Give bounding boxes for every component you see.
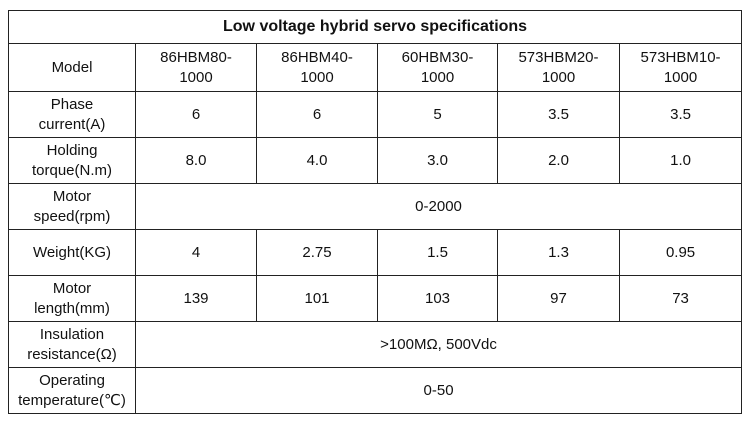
- row-label: Phase current(A): [8, 91, 136, 138]
- value-cell: 101: [256, 275, 378, 322]
- row-label: Weight(KG): [8, 229, 136, 276]
- insulation-resistance-row: Insulation resistance(Ω) >100MΩ, 500Vdc: [8, 321, 743, 368]
- title-row: Low voltage hybrid servo specifications: [7, 10, 743, 44]
- value-cell: 1.5: [377, 229, 498, 276]
- value-cell: 2.75: [256, 229, 378, 276]
- row-label: Holding torque(N.m): [8, 137, 136, 184]
- model-name-cell: 573HBM20- 1000: [497, 43, 620, 92]
- table-title: Low voltage hybrid servo specifications: [7, 10, 743, 44]
- model-label: Model: [8, 43, 136, 92]
- value-cell: 3.0: [377, 137, 498, 184]
- operating-temperature-row: Operating temperature(℃) 0-50: [8, 367, 743, 414]
- model-name-cell: 86HBM80- 1000: [135, 43, 257, 92]
- specifications-table: Low voltage hybrid servo specifications …: [7, 10, 743, 414]
- row-label: Motor length(mm): [8, 275, 136, 322]
- weight-row: Weight(KG) 4 2.75 1.5 1.3 0.95: [8, 229, 743, 276]
- row-label: Insulation resistance(Ω): [8, 321, 136, 368]
- model-row: Model 86HBM80- 1000 86HBM40- 1000 60HBM3…: [8, 43, 743, 92]
- value-cell: 73: [618, 275, 743, 322]
- merged-value-cell: 0-50: [134, 367, 743, 414]
- value-cell: 4: [135, 229, 257, 276]
- holding-torque-row: Holding torque(N.m) 8.0 4.0 3.0 2.0 1.0: [8, 137, 743, 184]
- model-name-cell: 86HBM40- 1000: [256, 43, 378, 92]
- motor-speed-row: Motor speed(rpm) 0-2000: [8, 183, 743, 230]
- value-cell: 4.0: [256, 137, 378, 184]
- row-label: Operating temperature(℃): [8, 367, 136, 414]
- phase-current-row: Phase current(A) 6 6 5 3.5 3.5: [8, 91, 743, 138]
- value-cell: 3.5: [497, 91, 620, 138]
- value-cell: 5: [377, 91, 498, 138]
- value-cell: 139: [135, 275, 257, 322]
- value-cell: 6: [135, 91, 257, 138]
- row-label: Motor speed(rpm): [8, 183, 136, 230]
- value-cell: 1.3: [497, 229, 620, 276]
- value-cell: 2.0: [497, 137, 620, 184]
- value-cell: 8.0: [135, 137, 257, 184]
- value-cell: 0.95: [618, 229, 743, 276]
- model-name-cell: 60HBM30- 1000: [377, 43, 498, 92]
- model-name-cell: 573HBM10- 1000: [618, 43, 743, 92]
- value-cell: 1.0: [618, 137, 743, 184]
- merged-value-cell: >100MΩ, 500Vdc: [134, 321, 743, 368]
- value-cell: 103: [377, 275, 498, 322]
- value-cell: 6: [256, 91, 378, 138]
- merged-value-cell: 0-2000: [134, 183, 743, 230]
- value-cell: 3.5: [618, 91, 743, 138]
- value-cell: 97: [497, 275, 620, 322]
- motor-length-row: Motor length(mm) 139 101 103 97 73: [8, 275, 743, 322]
